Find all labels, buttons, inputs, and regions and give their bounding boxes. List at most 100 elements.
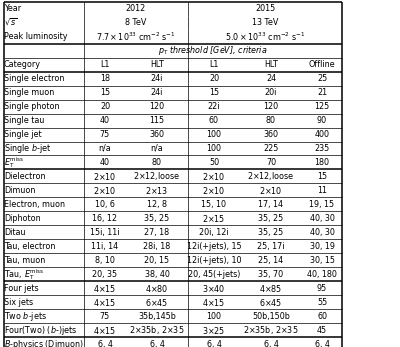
Text: 24: 24 [266, 74, 276, 83]
Text: Single tau: Single tau [4, 116, 44, 125]
Text: $E_\mathrm{T}^\mathrm{miss}$: $E_\mathrm{T}^\mathrm{miss}$ [4, 155, 24, 170]
Text: $B$-physics (Dimuon): $B$-physics (Dimuon) [4, 338, 84, 347]
Text: Tau, $E_\mathrm{T}^\mathrm{miss}$: Tau, $E_\mathrm{T}^\mathrm{miss}$ [4, 267, 44, 282]
Text: 2$\times$35b, 2$\times$35: 2$\times$35b, 2$\times$35 [243, 324, 299, 336]
Text: Dimuon: Dimuon [4, 186, 35, 195]
Text: 6, 4: 6, 4 [264, 340, 278, 347]
Text: 2$\times$10: 2$\times$10 [202, 171, 226, 182]
Text: 235: 235 [314, 144, 330, 153]
Text: 360: 360 [150, 130, 164, 139]
Text: 15, 10: 15, 10 [202, 200, 226, 209]
Text: Year: Year [4, 4, 21, 13]
Text: 3$\times$40: 3$\times$40 [202, 283, 226, 294]
Text: 125: 125 [314, 102, 330, 111]
Text: 2$\times$12,loose: 2$\times$12,loose [247, 170, 295, 183]
Text: 2$\times$10: 2$\times$10 [202, 185, 226, 196]
Text: 80: 80 [266, 116, 276, 125]
Text: L1: L1 [209, 60, 219, 69]
Text: 4$\times$80: 4$\times$80 [145, 283, 169, 294]
Text: 120: 120 [150, 102, 164, 111]
Text: 100: 100 [206, 130, 222, 139]
Text: 38, 40: 38, 40 [144, 270, 170, 279]
Text: 2$\times$10: 2$\times$10 [93, 185, 117, 196]
Text: 20: 20 [100, 102, 110, 111]
Text: Single muon: Single muon [4, 88, 54, 97]
Text: 20, 15: 20, 15 [144, 256, 170, 265]
Text: 20i: 20i [265, 88, 277, 97]
Text: 6, 4: 6, 4 [206, 340, 222, 347]
Text: n/a: n/a [99, 144, 111, 153]
Text: 15: 15 [100, 88, 110, 97]
Text: 30, 19: 30, 19 [310, 242, 334, 251]
Text: Single $b$-jet: Single $b$-jet [4, 142, 51, 155]
Text: 6, 4: 6, 4 [314, 340, 330, 347]
Text: 27, 18: 27, 18 [144, 228, 170, 237]
Text: 2$\times$15: 2$\times$15 [202, 213, 226, 224]
Text: Single electron: Single electron [4, 74, 64, 83]
Text: 11: 11 [317, 186, 327, 195]
Text: 12i(+jets), 10: 12i(+jets), 10 [187, 256, 241, 265]
Text: $5.0\times10^{33}$ cm$^{-2}$ s$^{-1}$: $5.0\times10^{33}$ cm$^{-2}$ s$^{-1}$ [225, 31, 305, 43]
Text: 360: 360 [264, 130, 278, 139]
Text: 40, 30: 40, 30 [310, 228, 334, 237]
Text: 2015: 2015 [255, 4, 275, 13]
Text: HLT: HLT [150, 60, 164, 69]
Text: 12i(+jets), 15: 12i(+jets), 15 [187, 242, 241, 251]
Text: 225: 225 [263, 144, 279, 153]
Text: 17, 14: 17, 14 [258, 200, 284, 209]
Text: 24i: 24i [151, 88, 163, 97]
Text: 15: 15 [209, 88, 219, 97]
Text: 19, 15: 19, 15 [310, 200, 334, 209]
Text: 35, 25: 35, 25 [258, 214, 284, 223]
Text: Tau, muon: Tau, muon [4, 256, 45, 265]
Text: 180: 180 [314, 158, 330, 167]
Text: 35b,145b: 35b,145b [138, 312, 176, 321]
Text: Single jet: Single jet [4, 130, 42, 139]
Text: Four(Two) ($b$-)jets: Four(Two) ($b$-)jets [4, 324, 77, 337]
Text: 35, 25: 35, 25 [258, 228, 284, 237]
Text: 13 TeV: 13 TeV [252, 18, 278, 27]
Text: n/a: n/a [151, 144, 163, 153]
Text: 25: 25 [317, 74, 327, 83]
Text: 4$\times$15: 4$\times$15 [93, 297, 117, 308]
Text: 40, 30: 40, 30 [310, 214, 334, 223]
Text: 11i, 14: 11i, 14 [92, 242, 118, 251]
Text: 4$\times$15: 4$\times$15 [202, 297, 226, 308]
Text: 60: 60 [317, 312, 327, 321]
Text: Tau, electron: Tau, electron [4, 242, 55, 251]
Text: 4$\times$85: 4$\times$85 [259, 283, 283, 294]
Text: 18: 18 [100, 74, 110, 83]
Text: Six jets: Six jets [4, 298, 33, 307]
Text: 22i: 22i [208, 102, 220, 111]
Text: 120: 120 [264, 102, 278, 111]
Text: 16, 12: 16, 12 [92, 214, 118, 223]
Text: 45: 45 [317, 326, 327, 335]
Text: 50b,150b: 50b,150b [252, 312, 290, 321]
Text: 20, 35: 20, 35 [92, 270, 118, 279]
Text: 2$\times$35b, 2$\times$35: 2$\times$35b, 2$\times$35 [129, 324, 185, 336]
Text: 8, 10: 8, 10 [95, 256, 115, 265]
Text: 30, 15: 30, 15 [310, 256, 334, 265]
Text: 2$\times$13: 2$\times$13 [145, 185, 169, 196]
Text: 25, 17i: 25, 17i [257, 242, 285, 251]
Text: 75: 75 [100, 312, 110, 321]
Text: 50: 50 [209, 158, 219, 167]
Text: Two $b$-jets: Two $b$-jets [4, 310, 47, 323]
Text: $p_\mathrm{T}$ threshold [GeV], criteria: $p_\mathrm{T}$ threshold [GeV], criteria [158, 44, 268, 57]
Text: HLT: HLT [264, 60, 278, 69]
Text: 35, 25: 35, 25 [144, 214, 170, 223]
Text: 20: 20 [209, 74, 219, 83]
Text: 4$\times$15: 4$\times$15 [93, 283, 117, 294]
Text: 6$\times$45: 6$\times$45 [145, 297, 169, 308]
Text: 40: 40 [100, 116, 110, 125]
Text: 115: 115 [150, 116, 164, 125]
Text: 2$\times$12,loose: 2$\times$12,loose [133, 170, 181, 183]
Text: 70: 70 [266, 158, 276, 167]
Text: 80: 80 [152, 158, 162, 167]
Text: 55: 55 [317, 298, 327, 307]
Text: 75: 75 [100, 130, 110, 139]
Text: 40: 40 [100, 158, 110, 167]
Text: 12, 8: 12, 8 [147, 200, 167, 209]
Text: 95: 95 [317, 284, 327, 293]
Text: $\sqrt{s}$: $\sqrt{s}$ [4, 17, 17, 28]
